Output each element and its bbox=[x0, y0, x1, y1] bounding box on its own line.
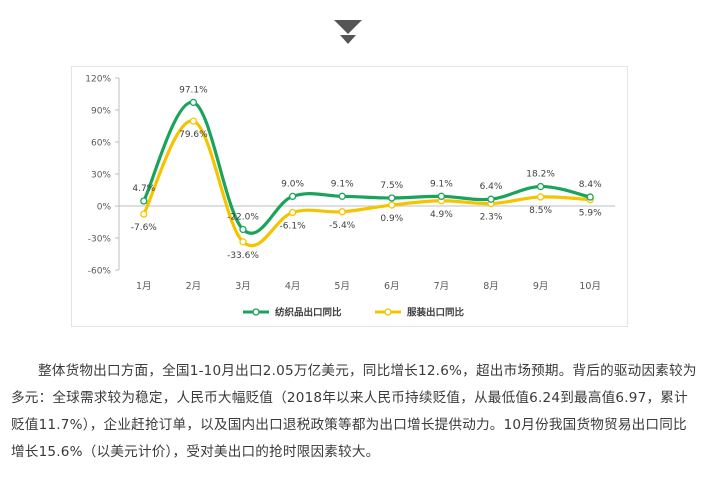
data-point bbox=[388, 201, 396, 209]
y-tick-label: 90% bbox=[91, 107, 111, 117]
data-label: 4.7% bbox=[132, 184, 155, 194]
data-label: 9.1% bbox=[430, 179, 453, 189]
data-label: 8.4% bbox=[579, 180, 602, 190]
x-tick-label: 2月 bbox=[186, 281, 202, 292]
data-point bbox=[189, 117, 198, 125]
body-paragraph: 整体货物出口方面，全国1-10月出口2.05万亿美元，同比增长12.6%，超出市… bbox=[11, 363, 697, 460]
data-label: -7.6% bbox=[131, 223, 158, 233]
y-tick-label: 120% bbox=[85, 75, 111, 85]
y-tick-label: 30% bbox=[91, 171, 111, 181]
line-chart: 120% 90% 60% 30% 0% -30% -60% 1月 2月 3月 4月 5月 6月 7月 8月 9… bbox=[85, 75, 615, 319]
data-label: 9.0% bbox=[281, 179, 304, 189]
data-point bbox=[437, 192, 446, 200]
data-point bbox=[536, 193, 545, 201]
data-point bbox=[388, 194, 396, 202]
x-tick-label: 4月 bbox=[285, 281, 301, 292]
data-point bbox=[189, 98, 198, 107]
data-point bbox=[239, 238, 247, 246]
data-label: 7.5% bbox=[380, 181, 403, 191]
data-label: 8.5% bbox=[529, 206, 552, 216]
x-tick-label: 8月 bbox=[483, 281, 499, 292]
data-label: -22.0% bbox=[227, 212, 259, 222]
legend-label-1: 服装出口同比 bbox=[407, 307, 465, 319]
x-tick-label: 7月 bbox=[434, 281, 450, 292]
data-point bbox=[338, 192, 346, 200]
legend-marker-1 bbox=[384, 308, 392, 316]
data-label: 79.6% bbox=[179, 130, 208, 140]
data-label: -33.6% bbox=[227, 251, 259, 261]
y-tick-label: -60% bbox=[88, 267, 112, 277]
y-tick-label: 0% bbox=[97, 203, 112, 213]
double-chevron-down-icon bbox=[334, 20, 362, 44]
x-tick-label: 10月 bbox=[579, 281, 601, 292]
data-label: -5.4% bbox=[329, 221, 356, 231]
data-label: 9.1% bbox=[331, 179, 354, 189]
data-point bbox=[288, 208, 297, 217]
series-line-0 bbox=[142, 100, 592, 235]
data-label: 5.9% bbox=[579, 209, 602, 219]
data-point bbox=[586, 193, 594, 201]
x-tick-label: 6月 bbox=[384, 281, 400, 292]
data-point bbox=[140, 210, 148, 218]
data-label: 4.9% bbox=[430, 210, 453, 220]
y-tick-label: -30% bbox=[88, 235, 112, 245]
x-tick-label: 1月 bbox=[136, 281, 152, 292]
legend-label-0: 纺织品出口同比 bbox=[275, 307, 342, 319]
data-label: 97.1% bbox=[179, 85, 208, 95]
data-label: -6.1% bbox=[280, 222, 307, 232]
legend-marker-0 bbox=[252, 308, 260, 316]
data-label: 2.3% bbox=[480, 213, 503, 223]
data-point bbox=[338, 208, 346, 216]
data-point bbox=[487, 195, 495, 203]
data-point bbox=[239, 225, 247, 234]
y-tick-label: 60% bbox=[91, 139, 111, 149]
data-label: 0.9% bbox=[380, 214, 403, 224]
x-tick-label: 3月 bbox=[235, 281, 251, 292]
chart-card: 120% 90% 60% 30% 0% -30% -60% 1月 2月 3月 4月 5月 6月 7月 8月 9… bbox=[71, 66, 628, 327]
data-point bbox=[288, 192, 297, 201]
data-label: 6.4% bbox=[480, 182, 503, 192]
x-tick-label: 9月 bbox=[533, 281, 549, 292]
data-label: 18.2% bbox=[526, 170, 555, 180]
data-point bbox=[140, 197, 148, 205]
data-point bbox=[536, 182, 545, 191]
x-tick-label: 5月 bbox=[334, 281, 350, 292]
